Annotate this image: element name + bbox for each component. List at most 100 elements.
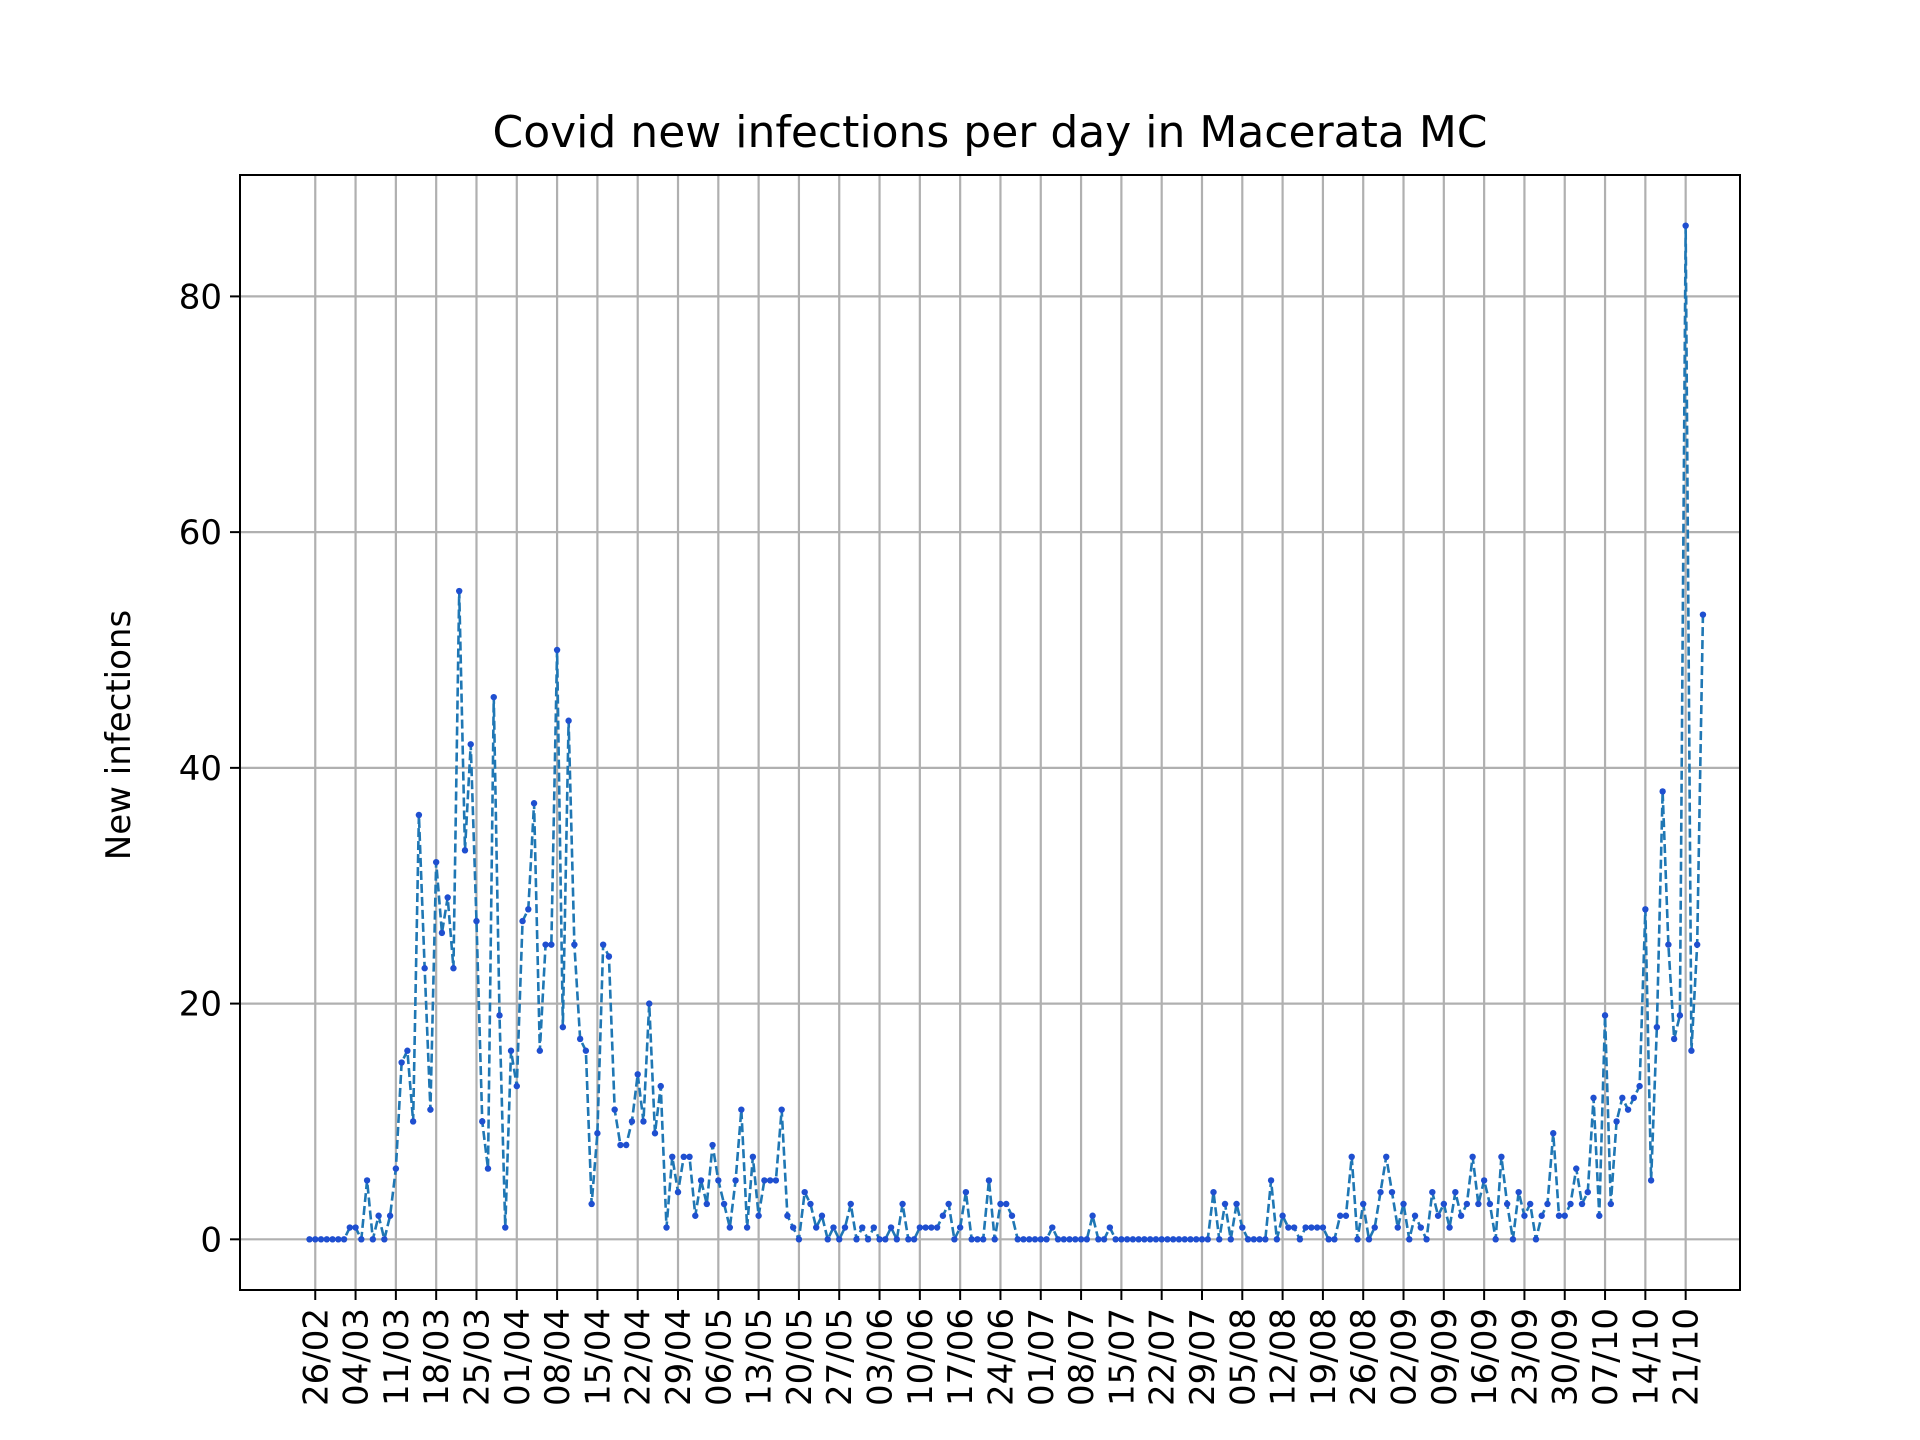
data-point bbox=[398, 1059, 405, 1066]
data-point bbox=[340, 1236, 348, 1243]
x-tick-label: 14/10 bbox=[1626, 1308, 1666, 1406]
data-point bbox=[680, 1153, 687, 1161]
data-point bbox=[720, 1200, 728, 1208]
data-point bbox=[1584, 1188, 1591, 1196]
x-tick-label: 07/10 bbox=[1586, 1308, 1626, 1406]
data-point bbox=[1100, 1236, 1108, 1243]
data-point bbox=[726, 1224, 734, 1231]
data-point bbox=[335, 1236, 342, 1243]
data-point bbox=[432, 858, 440, 866]
data-point bbox=[548, 941, 555, 948]
x-tick-label: 09/09 bbox=[1425, 1308, 1465, 1406]
data-point bbox=[859, 1224, 866, 1231]
data-point bbox=[956, 1224, 964, 1231]
data-point bbox=[847, 1200, 854, 1208]
data-point bbox=[536, 1047, 544, 1054]
data-point bbox=[1676, 1012, 1684, 1019]
data-point bbox=[882, 1236, 889, 1243]
data-point bbox=[870, 1224, 877, 1231]
data-point bbox=[479, 1118, 486, 1125]
data-point bbox=[939, 1212, 947, 1219]
data-point bbox=[1532, 1236, 1540, 1243]
data-point bbox=[1688, 1047, 1695, 1054]
x-tick-label: 19/08 bbox=[1304, 1308, 1344, 1406]
data-point bbox=[1699, 611, 1707, 618]
x-tick-label: 26/08 bbox=[1344, 1308, 1384, 1406]
data-point bbox=[1031, 1236, 1039, 1243]
data-point bbox=[766, 1177, 774, 1184]
x-tick-label: 06/05 bbox=[699, 1308, 739, 1406]
data-point bbox=[1262, 1236, 1269, 1243]
data-point bbox=[1089, 1212, 1096, 1219]
data-point bbox=[421, 965, 428, 972]
data-point bbox=[1406, 1236, 1413, 1243]
data-point bbox=[1619, 1094, 1626, 1102]
x-tick-label: 23/09 bbox=[1505, 1308, 1545, 1406]
data-point bbox=[1170, 1236, 1177, 1243]
y-tick-label: 80 bbox=[179, 277, 222, 317]
x-tick-label: 11/03 bbox=[377, 1308, 417, 1406]
data-point bbox=[657, 1082, 664, 1090]
data-point bbox=[1221, 1200, 1229, 1208]
series-group bbox=[306, 222, 1707, 1243]
data-point bbox=[1198, 1236, 1206, 1243]
data-point bbox=[634, 1071, 641, 1078]
data-point bbox=[1210, 1188, 1217, 1196]
data-point bbox=[1457, 1212, 1465, 1219]
data-point bbox=[864, 1236, 872, 1243]
data-point bbox=[749, 1153, 757, 1161]
data-point bbox=[893, 1236, 901, 1243]
data-point bbox=[404, 1047, 411, 1054]
data-point bbox=[1383, 1153, 1390, 1161]
data-point bbox=[1043, 1236, 1050, 1243]
data-point bbox=[674, 1188, 682, 1196]
data-point bbox=[1434, 1212, 1442, 1219]
data-point bbox=[709, 1141, 716, 1149]
data-point bbox=[1123, 1236, 1131, 1243]
data-point bbox=[1624, 1106, 1632, 1113]
data-point bbox=[559, 1023, 567, 1031]
data-point bbox=[1630, 1094, 1638, 1102]
data-point bbox=[876, 1236, 883, 1243]
x-tick-label: 01/04 bbox=[498, 1308, 538, 1406]
data-point bbox=[409, 1118, 417, 1125]
data-point bbox=[599, 941, 607, 948]
data-point bbox=[513, 1082, 520, 1090]
data-point bbox=[991, 1236, 998, 1243]
data-point bbox=[484, 1165, 492, 1172]
x-tick-label: 01/07 bbox=[1022, 1308, 1062, 1406]
data-point bbox=[617, 1141, 624, 1149]
data-point bbox=[1527, 1200, 1534, 1208]
data-point bbox=[646, 1000, 653, 1007]
data-point bbox=[1273, 1236, 1281, 1243]
data-point bbox=[1216, 1236, 1223, 1243]
data-point bbox=[450, 965, 457, 972]
data-point bbox=[473, 917, 480, 925]
data-point bbox=[507, 1047, 515, 1054]
data-point bbox=[933, 1224, 941, 1231]
data-point bbox=[1371, 1224, 1378, 1231]
data-point bbox=[1187, 1236, 1194, 1243]
data-point bbox=[628, 1118, 636, 1125]
data-point bbox=[1026, 1236, 1033, 1243]
x-tick-label: 03/06 bbox=[861, 1308, 901, 1406]
data-point bbox=[1463, 1200, 1471, 1208]
data-point bbox=[703, 1200, 710, 1208]
data-point bbox=[1152, 1236, 1160, 1243]
data-point bbox=[1060, 1236, 1068, 1243]
x-tick-label: 25/03 bbox=[457, 1308, 497, 1406]
y-tick-label: 60 bbox=[179, 513, 222, 553]
data-point bbox=[369, 1236, 377, 1243]
data-point bbox=[905, 1236, 912, 1243]
data-point bbox=[306, 1236, 313, 1243]
data-point bbox=[1647, 1177, 1655, 1184]
data-point bbox=[1285, 1224, 1292, 1231]
data-point bbox=[1509, 1236, 1517, 1243]
data-point bbox=[1308, 1224, 1315, 1231]
x-tick-label: 13/05 bbox=[740, 1308, 780, 1406]
data-point bbox=[502, 1224, 509, 1231]
data-point bbox=[1544, 1200, 1551, 1208]
data-point bbox=[1388, 1188, 1396, 1196]
data-point bbox=[1164, 1236, 1171, 1243]
x-tick-label: 26/02 bbox=[296, 1308, 336, 1406]
